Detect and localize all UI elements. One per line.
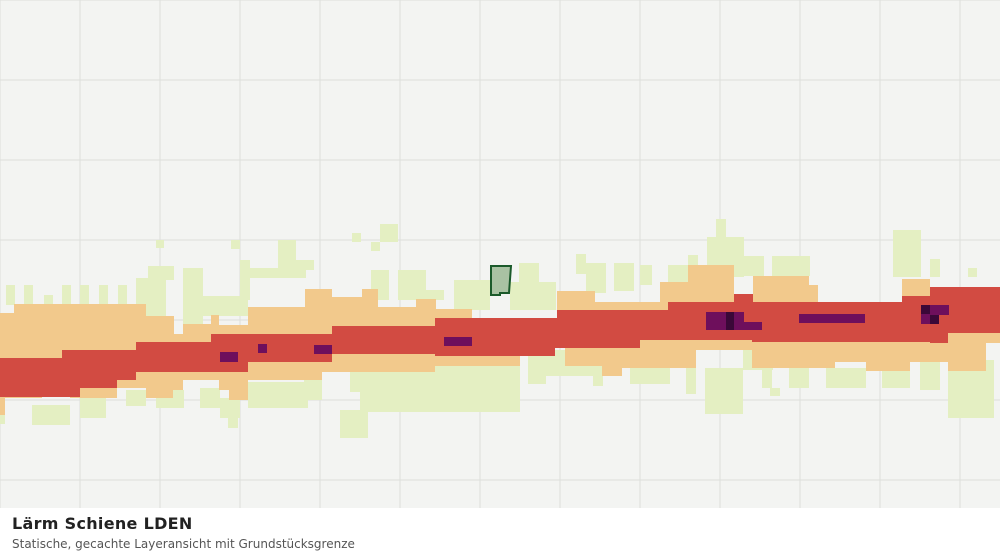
noise-cell-low <box>882 368 910 388</box>
map <box>0 0 1000 508</box>
noise-cell-low <box>340 410 368 438</box>
noise-cell-low <box>614 263 634 291</box>
noise-cell-low <box>156 240 164 248</box>
map-background <box>0 0 1000 508</box>
noise-cell-low <box>118 285 127 305</box>
noise-cell-low <box>770 388 780 396</box>
noise-cell-low <box>490 400 500 412</box>
noise-cell-low <box>80 398 106 418</box>
noise-zone-low <box>0 219 994 438</box>
noise-zone-high <box>0 287 1000 397</box>
noise-cell-low <box>228 418 238 428</box>
noise-cell-low <box>762 368 772 388</box>
noise-cell-low <box>278 240 296 278</box>
noise-cell-very-high <box>220 352 238 362</box>
noise-cell-low <box>826 368 866 388</box>
noise-cell-low <box>688 255 698 265</box>
noise-cell-low <box>705 368 743 414</box>
noise-cell-very-high <box>734 322 762 330</box>
noise-cell-low <box>24 285 33 305</box>
noise-cell-very-high <box>921 305 949 315</box>
noise-cell-low <box>454 280 490 310</box>
noise-cell-extreme <box>726 312 734 330</box>
noise-cell-low <box>352 233 361 242</box>
noise-cell-very-high <box>706 312 726 330</box>
noise-cell-low <box>930 259 940 277</box>
noise-cell-low <box>640 265 652 285</box>
noise-cell-very-high <box>444 337 472 346</box>
noise-cell-low <box>99 285 108 305</box>
noise-cell-low <box>668 265 688 285</box>
noise-cell-low <box>968 268 977 277</box>
noise-cell-low <box>44 295 53 305</box>
noise-cell-low <box>630 368 670 384</box>
noise-cell-low <box>686 368 696 394</box>
caption: Lärm Schiene LDEN Statische, gecachte La… <box>0 508 1000 560</box>
noise-cell-very-high <box>734 312 744 322</box>
noise-cell-low <box>744 256 764 276</box>
noise-cell-low <box>231 240 240 249</box>
noise-cell-low <box>203 296 248 316</box>
noise-cell-low <box>593 376 603 386</box>
noise-cell-low <box>586 263 606 293</box>
noise-cell-very-high <box>799 314 865 323</box>
noise-cell-low <box>772 256 810 276</box>
noise-cell-extreme <box>930 315 939 324</box>
noise-cell-low <box>304 376 322 400</box>
subtitle: Statische, gecachte Layeransicht mit Gru… <box>12 537 355 551</box>
noise-cell-low <box>32 405 70 425</box>
noise-cell-low <box>455 360 520 400</box>
noise-cell-low <box>576 254 586 274</box>
noise-cell-low <box>296 260 314 270</box>
noise-cell-low <box>80 285 89 305</box>
noise-cell-very-high <box>258 344 267 353</box>
noise-cell-low <box>126 390 146 406</box>
title: Lärm Schiene LDEN <box>12 514 193 533</box>
noise-cell-extreme <box>921 305 930 314</box>
noise-cell-low <box>519 263 539 283</box>
noise-cell-low <box>416 290 444 300</box>
noise-cell-low <box>248 382 308 408</box>
noise-cell-very-high <box>314 345 332 354</box>
noise-cell-low <box>183 268 203 328</box>
noise-cell-low <box>148 266 174 280</box>
noise-cell-low <box>62 285 71 305</box>
parcel-boundary <box>490 265 513 296</box>
noise-cell-low <box>220 398 240 418</box>
noise-cell-low <box>893 230 921 277</box>
noise-cell-low <box>380 224 398 242</box>
noise-cell-low <box>6 285 15 305</box>
noise-cell-low <box>200 388 220 408</box>
noise-zone-very-high <box>220 305 949 362</box>
noise-cell-low <box>510 282 556 310</box>
noise-cell-low <box>240 260 250 300</box>
noise-cell-low <box>371 242 380 251</box>
noise-cell-low <box>716 219 726 237</box>
noise-cell-low <box>575 366 605 376</box>
noise-cell-low <box>528 356 546 384</box>
noise-cell-low <box>920 362 940 390</box>
